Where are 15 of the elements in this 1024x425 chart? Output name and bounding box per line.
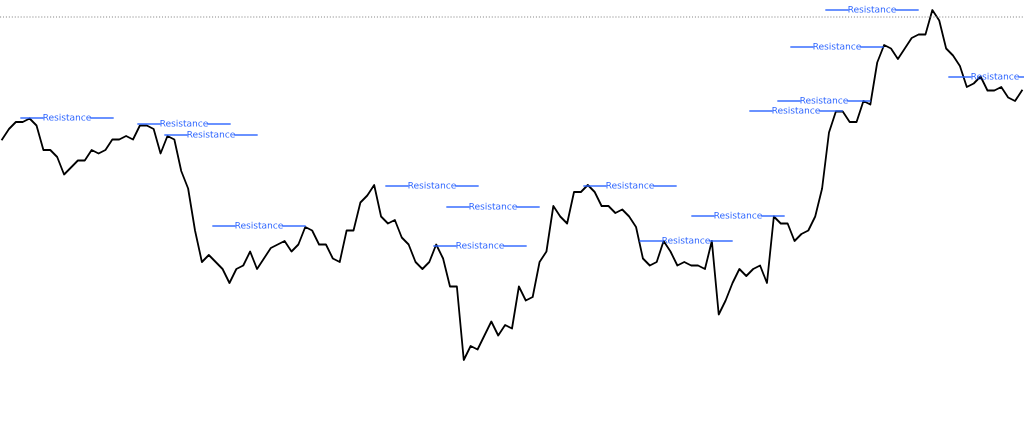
annotation: Resistance [160, 119, 208, 127]
annotation: Resistance [187, 130, 235, 138]
annotation: Resistance [235, 221, 283, 229]
annotation: Resistance [848, 5, 896, 13]
annotation: Resistance [408, 181, 456, 189]
annotation: Resistance [800, 96, 848, 104]
annotation: Resistance [43, 113, 91, 121]
annotation: Resistance [971, 72, 1019, 80]
annotation: Resistance [606, 181, 654, 189]
annotation: Resistance [813, 42, 861, 50]
annotation: Resistance [714, 211, 762, 219]
annotation: Resistance [772, 106, 820, 114]
annotation: Resistance [662, 236, 710, 244]
annotation: Resistance [456, 241, 504, 249]
annotation: Resistance [469, 202, 517, 210]
